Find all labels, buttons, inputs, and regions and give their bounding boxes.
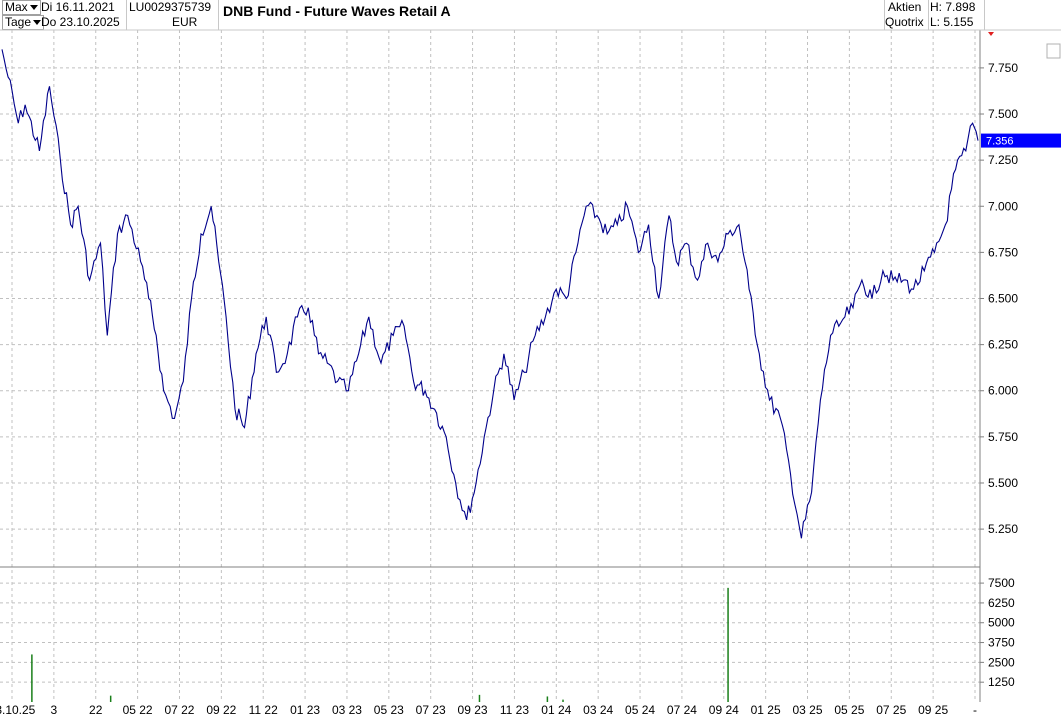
instrument-panel: LU0029375739 EUR [127,0,219,30]
price-tick-label: 6.500 [988,292,1018,306]
time-tick-label: 05 25 [834,703,864,717]
date-range-panel: Di 16.11.2021 Do 23.10.2025 [39,0,127,30]
exchange-panel: Aktien Quotrix [884,0,929,30]
time-tick-label: 07 23 [416,703,446,717]
price-tick-label: 6.000 [988,384,1018,398]
time-tick-label: 05 22 [123,703,153,717]
time-tick-label: 23.10.25 [0,703,36,717]
date-from: Di 16.11.2021 [41,0,115,14]
volume-axis: 7500 6250 5000 3750 2500 1250 [980,576,1015,689]
interval-select[interactable]: Tage [2,15,45,30]
volume-tick-label: 3750 [988,636,1015,650]
time-tick-label: 03 24 [583,703,613,717]
currency: EUR [172,15,198,29]
volume-tick-label: 7500 [988,576,1015,590]
time-tick-label: 01 23 [290,703,320,717]
time-tick-label: 05 24 [625,703,655,717]
marker-triangle-icon [988,32,994,36]
time-tick-label: 03 25 [793,703,823,717]
time-tick-label: 01 24 [541,703,571,717]
range-control-panel: Max Tage [0,0,45,30]
price-tick-label: 7.750 [988,61,1018,75]
time-tick-label: 01 25 [751,703,781,717]
high-low-panel: H: 7.898 L: 5.155 [928,0,985,30]
time-tick-label: 07 24 [667,703,697,717]
volume-bars [31,587,729,702]
last-price-value: 7.356 [986,136,1014,148]
price-tick-label: 5.750 [988,430,1018,444]
price-line [1,49,979,539]
chevron-down-icon [33,20,42,26]
chart-title: DNB Fund - Future Waves Retail A [223,3,451,19]
time-tick-label: 09 25 [918,703,948,717]
grid [0,30,980,702]
high-value: H: 7.898 [930,0,976,14]
price-tick-label: 5.250 [988,522,1018,536]
time-tick-label: 05 23 [374,703,404,717]
volume-tick-label: 1250 [988,675,1015,689]
price-tick-label: 6.750 [988,245,1018,259]
volume-tick-label: 6250 [988,596,1015,610]
volume-tick-label: 5000 [988,616,1015,630]
time-tick-label: 03 23 [332,703,362,717]
price-tick-label: 7.500 [988,107,1018,121]
range-select-value: Max [5,0,28,14]
time-tick-label: 09 23 [458,703,488,717]
price-tick-label: 7.000 [988,199,1018,213]
price-tick-label: 6.250 [988,338,1018,352]
time-tick-label: 07 22 [164,703,194,717]
scroll-handle[interactable] [1046,43,1061,59]
exchange-name: Quotrix [885,15,924,29]
interval-select-value: Tage [5,15,32,29]
price-axis: 7.750 7.500 7.250 7.000 6.750 6.500 6.250 6.000… [980,61,1018,536]
time-tick-label: 09 22 [206,703,236,717]
price-tick-label: 7.250 [988,153,1018,167]
exchange-type: Aktien [888,0,922,14]
low-value: L: 5.155 [930,15,974,29]
chevron-down-icon [29,5,38,11]
volume-tick-label: 2500 [988,655,1015,669]
price-tick-label: 5.500 [988,476,1018,490]
time-tick-label: - [973,703,977,717]
last-price-badge: 7.356 [981,133,1061,148]
time-tick-label: 11 23 [500,703,529,717]
isin: LU0029375739 [129,0,212,14]
time-tick-label: 09 24 [709,703,739,717]
time-tick-label: 07 25 [876,703,906,717]
time-tick-label: 3 [51,703,58,717]
range-select[interactable]: Max [2,0,41,15]
date-to: Do 23.10.2025 [41,15,120,29]
time-tick-label: 22 [89,703,103,717]
time-tick-label: 11 22 [249,703,278,717]
time-axis: 23.10.25 3 22 05 22 07 22 09 22 11 22 01 23 03 2… [0,703,977,717]
